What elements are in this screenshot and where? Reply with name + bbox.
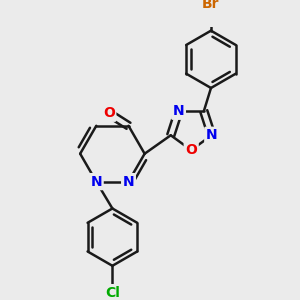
Text: O: O	[103, 106, 115, 120]
Text: O: O	[185, 143, 197, 157]
Text: N: N	[123, 175, 134, 189]
Text: N: N	[91, 175, 102, 189]
Text: N: N	[173, 104, 184, 118]
Text: Br: Br	[202, 0, 220, 11]
Text: Cl: Cl	[105, 286, 120, 300]
Text: N: N	[206, 128, 218, 142]
